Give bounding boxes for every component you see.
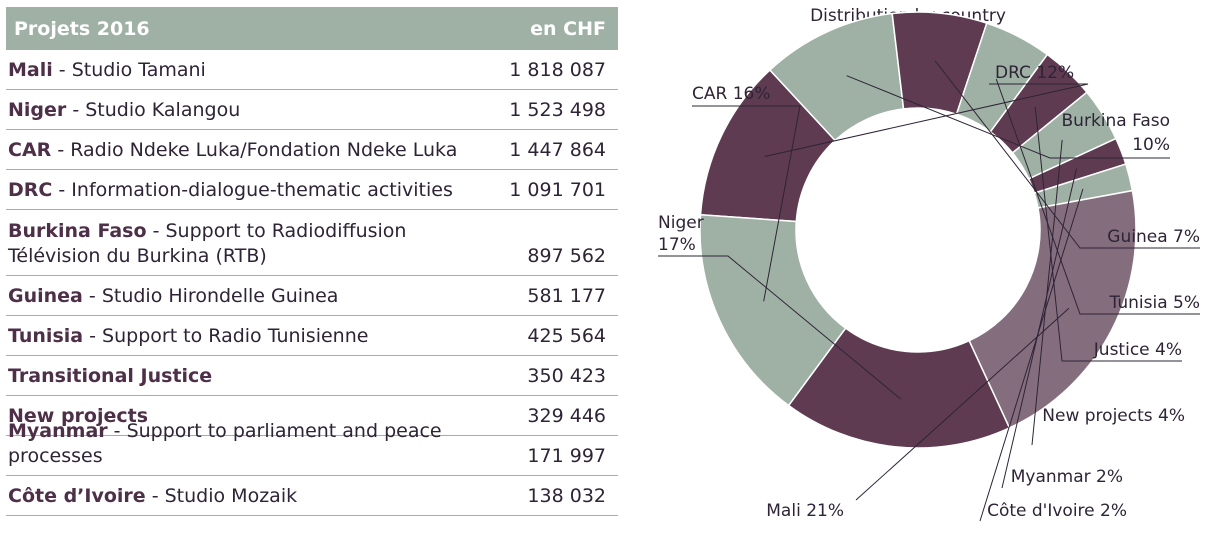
row-separator: -	[83, 325, 103, 347]
row-separator: -	[66, 99, 86, 121]
row-country: Niger	[8, 99, 67, 121]
row-value: 581 177	[527, 285, 606, 307]
row-country: Mali	[8, 59, 53, 81]
leader-line	[764, 83, 1089, 158]
slice-label-line: Burkina Faso	[1062, 111, 1170, 131]
leader-line	[934, 60, 1200, 249]
row-country: Tunisia	[8, 325, 84, 347]
table-header-title: Projets 2016	[14, 17, 150, 40]
table-header-unit: en CHF	[530, 17, 606, 40]
row-label: Burkina Faso - Support to Radiodiffusion…	[8, 219, 406, 275]
row-description: Information-dialogue-thematic activities	[71, 179, 453, 201]
row-country: DRC	[8, 179, 53, 201]
slice-label-line: 17%	[658, 235, 696, 255]
row-label: Mali - Studio Tamani	[8, 58, 206, 89]
row-label: New projects	[8, 404, 148, 435]
slice-label: Côte d'Ivoire 2%	[987, 501, 1127, 521]
donut-svg: Distribution by country DRC 12%Burkina F…	[658, 6, 1200, 522]
row-description: Support to parliament and peace processe…	[8, 420, 442, 467]
row-value: 1 091 701	[509, 179, 606, 201]
row-description: Studio Hirondelle Guinea	[101, 285, 339, 307]
row-value: 425 564	[527, 325, 606, 347]
row-separator: -	[52, 179, 72, 201]
slice-label-line: Niger	[658, 213, 704, 233]
row-separator: -	[107, 420, 127, 442]
row-country: New projects	[8, 405, 149, 427]
row-country: Burkina Faso	[8, 220, 147, 242]
leader-line	[979, 188, 1084, 522]
row-label: Guinea - Studio Hirondelle Guinea	[8, 284, 338, 315]
slice-label-line: 10%	[1132, 135, 1170, 155]
slice-label: Justice 4%	[1093, 340, 1182, 360]
table-row: Myanmar - Support to parliament and peac…	[6, 420, 618, 476]
slice-label: CAR 16%	[692, 84, 771, 104]
row-value: 1 447 864	[509, 139, 606, 161]
leader-line	[855, 307, 1070, 501]
table-row: Niger - Studio Kalangou 1 523 498	[6, 90, 618, 130]
table-row: New projects 329 446	[6, 396, 618, 436]
row-separator: -	[82, 285, 102, 307]
row-value: 1 818 087	[509, 59, 606, 81]
table-row: DRC - Information-dialogue-thematic acti…	[6, 170, 618, 210]
leader-line	[846, 75, 1170, 159]
row-country: Transitional Justice	[8, 365, 213, 387]
slice-label: Tunisia 5%	[1109, 293, 1200, 313]
slice-label: Myanmar 2%	[1011, 467, 1123, 487]
table-row: Mali - Studio Tamani 1 818 087	[6, 50, 618, 90]
slice-label: Burkina Faso 10%	[1062, 111, 1170, 155]
table-row: Transitional Justice 350 423	[6, 356, 618, 396]
row-label: DRC - Information-dialogue-thematic acti…	[8, 178, 453, 209]
row-description: Studio Tamani	[71, 59, 206, 81]
row-description-line2: Télévision du Burkina (RTB)	[8, 245, 267, 267]
row-value: 138 032	[527, 485, 606, 507]
leader-line	[995, 78, 1200, 315]
slice-label: DRC 12%	[995, 63, 1074, 83]
row-label: Tunisia - Support to Radio Tunisienne	[8, 324, 368, 355]
table-row: Côte d’Ivoire - Studio Mozaik 138 032	[6, 476, 618, 516]
table-row: Burkina Faso - Support to Radiodiffusion…	[6, 210, 618, 276]
leader-line	[692, 105, 801, 302]
row-value: 1 523 498	[509, 99, 606, 121]
row-description: Radio Ndeke Luka/Fondation Ndeke Luka	[70, 139, 458, 161]
slice-label: Niger 17%	[658, 213, 704, 255]
table-header: Projets 2016 en CHF	[6, 7, 618, 50]
row-value: 897 562	[527, 245, 606, 267]
row-label: Transitional Justice	[8, 364, 212, 395]
donut-slice-mali	[968, 189, 1137, 429]
row-country: Côte d’Ivoire	[8, 485, 146, 507]
row-description: Studio Kalangou	[85, 99, 241, 121]
projects-table: Projets 2016 en CHF Mali - Studio Tamani 1 …	[6, 7, 618, 516]
slice-label: New projects 4%	[1042, 406, 1185, 426]
row-value: 329 446	[527, 405, 606, 427]
row-label: CAR - Radio Ndeke Luka/Fondation Ndeke L…	[8, 138, 457, 169]
row-description: Support to Radio Tunisienne	[102, 325, 369, 347]
row-country: CAR	[8, 139, 52, 161]
slice-label: Mali 21%	[766, 501, 844, 521]
row-value: 171 997	[527, 445, 606, 467]
leader-line	[658, 255, 902, 400]
distribution-donut-chart: Distribution by country DRC 12%Burkina F…	[640, 0, 1215, 532]
row-value: 350 423	[527, 365, 606, 387]
slice-label: Guinea 7%	[1107, 227, 1200, 247]
row-label: Myanmar - Support to parliament and peac…	[8, 419, 527, 475]
row-country: Guinea	[8, 285, 83, 307]
row-separator: -	[145, 485, 165, 507]
row-country: Myanmar	[8, 420, 108, 442]
row-description: Studio Mozaik	[164, 485, 298, 507]
table-row: CAR - Radio Ndeke Luka/Fondation Ndeke L…	[6, 130, 618, 170]
row-description: Support to Radiodiffusion	[165, 220, 407, 242]
row-separator: -	[52, 59, 72, 81]
leader-line	[1034, 106, 1182, 362]
row-separator: -	[146, 220, 166, 242]
row-separator: -	[51, 139, 71, 161]
table-row: Tunisia - Support to Radio Tunisienne 425…	[6, 316, 618, 356]
row-label: Niger - Studio Kalangou	[8, 98, 240, 129]
row-label: Côte d’Ivoire - Studio Mozaik	[8, 484, 297, 515]
table-row: Guinea - Studio Hirondelle Guinea 581 177	[6, 276, 618, 316]
